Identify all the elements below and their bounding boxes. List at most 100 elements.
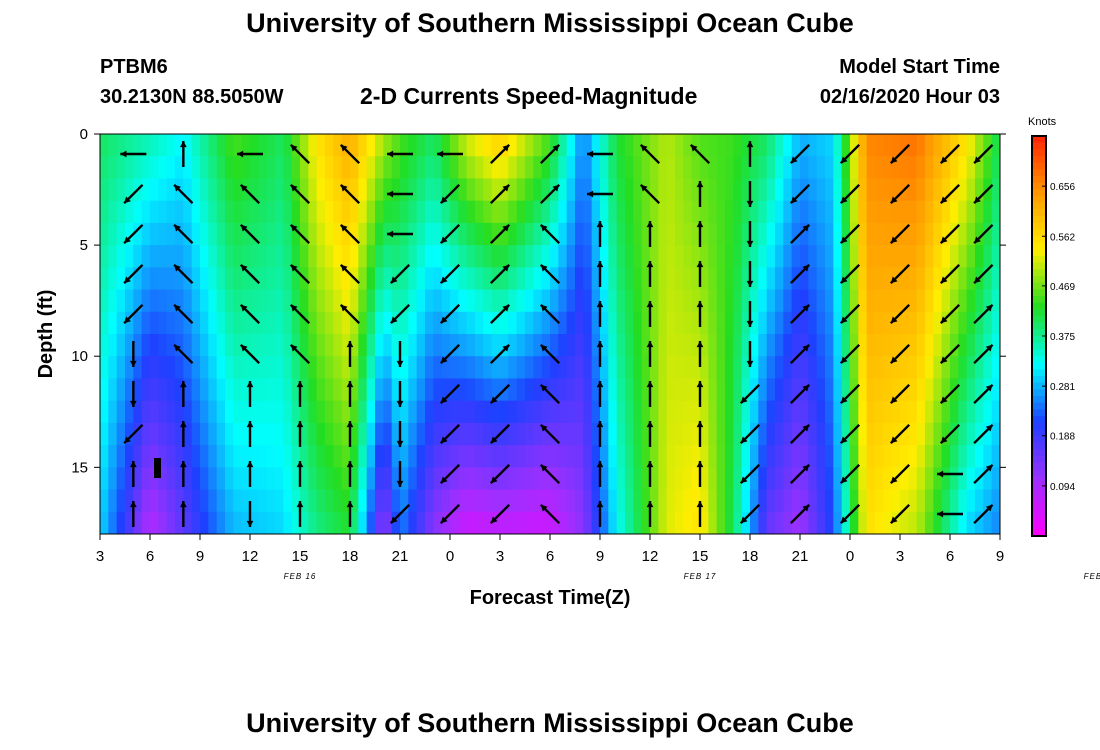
heatmap-cell: [508, 400, 518, 424]
heatmap-cell: [891, 178, 901, 202]
heatmap-cell: [416, 311, 426, 335]
heatmap-cell: [858, 222, 868, 246]
heatmap-cell: [550, 222, 559, 246]
heatmap-cell: [483, 422, 493, 446]
heatmap-cell: [391, 289, 401, 313]
heatmap-cell: [233, 378, 243, 402]
heatmap-cell: [275, 400, 284, 424]
heatmap-cell: [308, 222, 318, 246]
heatmap-cell: [341, 267, 351, 291]
heatmap-cell: [508, 445, 518, 468]
heatmap-cell: [308, 178, 318, 202]
heatmap-cell: [400, 445, 409, 468]
heatmap-cell: [583, 289, 593, 313]
heatmap-cell: [683, 356, 693, 380]
heatmap-cell: [641, 422, 651, 446]
heatmap-cell: [133, 378, 143, 402]
heatmap-cell: [883, 156, 893, 180]
heatmap-cell: [616, 311, 626, 335]
current-vector: [539, 343, 561, 365]
heatmap-cell: [583, 134, 593, 157]
heatmap-cell: [358, 200, 368, 224]
current-vector: [789, 343, 811, 365]
heatmap-cell: [791, 134, 801, 157]
heatmap-cell: [241, 422, 251, 446]
heatmap-cell: [258, 267, 268, 291]
heatmap-cell: [908, 400, 918, 424]
heatmap-cell: [916, 378, 926, 402]
heatmap-cell: [991, 267, 1000, 291]
heatmap-cell: [441, 156, 451, 180]
heatmap-cell: [375, 511, 384, 534]
heatmap-cell: [358, 178, 368, 202]
heatmap-cell: [716, 378, 726, 402]
heatmap-cell: [741, 134, 751, 157]
heatmap-cell: [191, 311, 201, 335]
current-vector: [289, 303, 311, 325]
heatmap-cell: [525, 289, 534, 313]
heatmap-cell: [108, 467, 118, 491]
heatmap-cell: [933, 178, 943, 202]
heatmap-cell: [141, 200, 151, 224]
heatmap-cell: [533, 245, 543, 268]
heatmap-cell: [766, 178, 776, 202]
heatmap-cell: [950, 267, 959, 291]
heatmap-cell: [283, 134, 293, 157]
heatmap-cell: [883, 200, 893, 224]
heatmap-cell: [975, 489, 984, 513]
heatmap-cell: [400, 200, 409, 224]
heatmap-cell: [383, 422, 393, 446]
heatmap-cell: [100, 467, 109, 491]
heatmap-cell: [266, 200, 276, 224]
heatmap-cell: [533, 400, 543, 424]
heatmap-cell: [233, 156, 243, 180]
heatmap-cell: [650, 489, 659, 513]
heatmap-cell: [333, 222, 343, 246]
heatmap-cell: [816, 334, 826, 357]
heatmap-cell: [441, 422, 451, 446]
heatmap-cell: [575, 267, 584, 291]
heatmap-cell: [783, 334, 793, 357]
heatmap-cell: [300, 511, 309, 534]
heatmap-cell: [925, 245, 934, 268]
heatmap-cell: [566, 245, 576, 268]
x-tick-label: 12: [242, 548, 259, 565]
heatmap-cell: [700, 445, 709, 468]
heatmap-cell: [866, 311, 876, 335]
heatmap-cell: [125, 511, 134, 534]
heatmap-cell: [391, 200, 401, 224]
heatmap-cell: [108, 267, 118, 291]
heatmap-cell: [733, 156, 743, 180]
heatmap-cell: [200, 356, 209, 380]
heatmap-cell: [658, 356, 668, 380]
heatmap-cell: [475, 489, 484, 513]
heatmap-cell: [600, 334, 609, 357]
heatmap-cell: [433, 267, 443, 291]
heatmap-cell: [266, 267, 276, 291]
heatmap-cell: [208, 378, 218, 402]
heatmap-cell: [825, 222, 834, 246]
current-vector: [346, 461, 354, 487]
heatmap-cell: [200, 222, 209, 246]
heatmap-cell: [875, 511, 884, 534]
heatmap-cell: [875, 245, 884, 268]
heatmap-cell: [500, 222, 509, 246]
heatmap-cell: [233, 134, 243, 157]
heatmap-cell: [500, 445, 509, 468]
heatmap-cell: [525, 422, 534, 446]
heatmap-cell: [683, 267, 693, 291]
heatmap-cell: [791, 511, 801, 534]
heatmap-cell: [683, 422, 693, 446]
heatmap-cell: [383, 334, 393, 357]
heatmap-cell: [641, 378, 651, 402]
heatmap-cell: [166, 378, 176, 402]
heatmap-cell: [591, 200, 601, 224]
heatmap-cell: [241, 222, 251, 246]
current-vector: [539, 303, 561, 325]
heatmap-cell: [833, 245, 843, 268]
heatmap-cell: [383, 378, 393, 402]
heatmap-cell: [408, 445, 418, 468]
heatmap-cell: [566, 200, 576, 224]
heatmap-cell: [525, 267, 534, 291]
